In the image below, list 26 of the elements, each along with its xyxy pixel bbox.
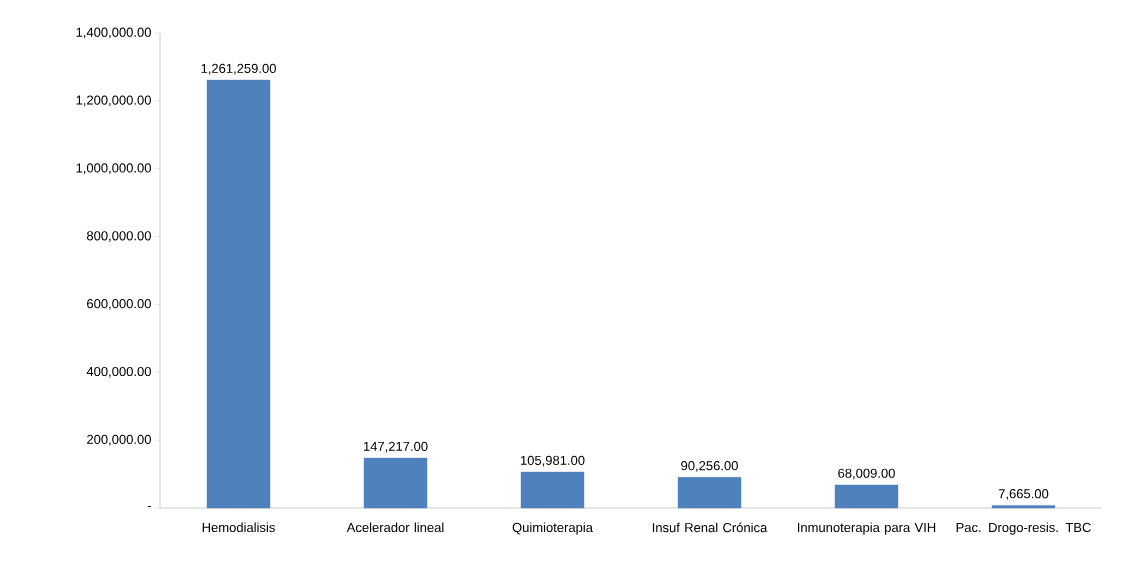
y-tick-label: 1,000,000.00	[76, 163, 151, 175]
x-tick-label: Hemodialisis	[202, 522, 275, 533]
bar	[363, 457, 428, 509]
data-label: 7,665.00	[998, 489, 1049, 500]
data-label: 1,261,259.00	[201, 63, 276, 75]
data-label: 105,981.00	[520, 455, 585, 467]
x-tick-label: Insuf Renal Crónica	[652, 522, 768, 533]
x-tick-label: Quimioterapia	[512, 522, 593, 535]
y-tick-label: 1,400,000.00	[76, 27, 151, 39]
bar	[206, 79, 271, 509]
bar	[520, 471, 585, 509]
y-tick-label: 800,000.00	[86, 231, 151, 242]
data-label: 147,217.00	[363, 441, 428, 453]
x-tick-label: Pac. Drogo-resis. TBC	[956, 522, 1091, 535]
y-tick-label: 400,000.00	[86, 366, 151, 378]
y-tick-label: -	[147, 506, 151, 508]
data-label: 90,256.00	[681, 461, 738, 472]
y-tick-label: 200,000.00	[87, 434, 151, 446]
bar	[677, 477, 742, 509]
y-tick-label: 600,000.00	[87, 299, 151, 310]
x-tick-label: Inmunoterapia para VIH	[797, 522, 936, 535]
y-tick-label: 1,200,000.00	[76, 95, 151, 107]
bar	[834, 484, 899, 509]
bar	[991, 505, 1056, 509]
data-label: 68,009.00	[838, 468, 895, 480]
x-tick-label: Acelerador lineal	[346, 522, 444, 533]
